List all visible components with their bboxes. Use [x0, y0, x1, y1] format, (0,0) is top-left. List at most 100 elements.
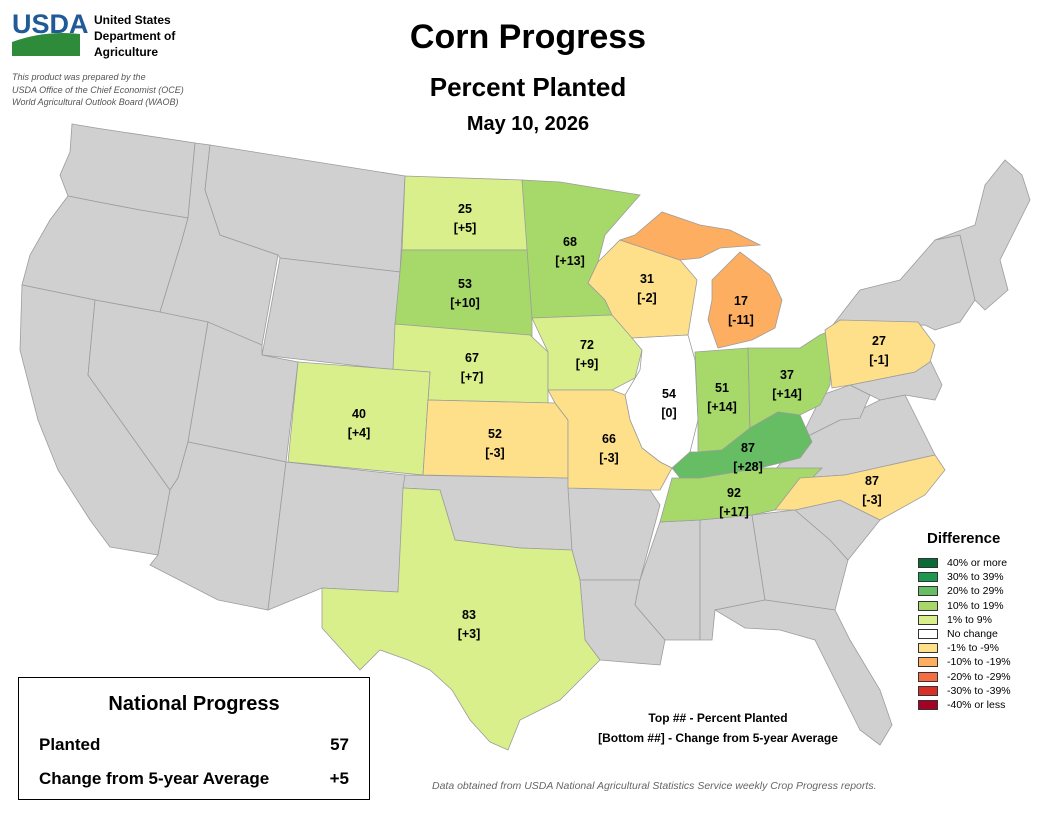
legend-item: No change [918, 627, 1048, 641]
state-change-value-mi: [-11] [728, 313, 754, 327]
state-planted-value-wi: 31 [640, 272, 654, 286]
state-pa [824, 319, 936, 389]
legend-item: 20% to 29% [918, 584, 1048, 598]
legend-label: 40% or more [947, 557, 1008, 570]
legend-item: -20% to -29% [918, 670, 1048, 684]
source-footnote: Data obtained from USDA National Agricul… [432, 780, 877, 792]
state-tx [321, 487, 601, 751]
key-note: Top ## - Percent Planted [Bottom ##] - C… [520, 708, 916, 748]
national-change-label: Change from 5-year Average [39, 769, 270, 788]
reporting-states [287, 175, 946, 751]
state-change-value-sd: [+10] [450, 296, 480, 310]
legend-swatch [918, 572, 938, 583]
legend-label: No change [947, 628, 998, 641]
legend-swatch [918, 643, 938, 654]
legend-label: -30% to -39% [947, 684, 1011, 697]
state-change-value-wi: [-2] [637, 291, 656, 305]
legend-label: 20% to 29% [947, 585, 1004, 598]
legend-swatch [918, 671, 938, 682]
state-change-value-nc: [-3] [862, 493, 881, 507]
legend-item: 40% or more [918, 556, 1048, 570]
legend-label: -40% or less [947, 698, 1006, 711]
legend-swatch [918, 614, 938, 625]
legend-label: -20% to -29% [947, 670, 1011, 683]
legend-item: 30% to 39% [918, 570, 1048, 584]
state-planted-value-nd: 25 [458, 202, 472, 216]
state-planted-value-ky: 87 [741, 441, 755, 455]
logo-swoosh-icon [12, 33, 80, 56]
legend-item: 1% to 9% [918, 613, 1048, 627]
state-wy [261, 257, 401, 371]
state-change-value-nd: [+5] [454, 221, 477, 235]
key-note-top: Top ## - Percent Planted [648, 711, 788, 725]
legend-item: 10% to 19% [918, 599, 1048, 613]
state-planted-value-pa: 27 [872, 334, 886, 348]
state-change-value-in: [+14] [707, 400, 737, 414]
state-labels: 25 [+5] 53 [+10] 68 [+13] 67 [+7] 72 [+9] 31 [-2] 17… [348, 202, 889, 641]
state-planted-value-tx: 83 [462, 608, 476, 622]
national-progress-box: National Progress Planted 57 Change from… [18, 677, 370, 800]
legend: Difference 40% or more 30% to 39% 20% to 2… [918, 530, 1048, 712]
agency-line: United States [94, 13, 171, 27]
prepared-note: This product was prepared by the USDA Of… [12, 71, 242, 109]
state-change-value-mo: [-3] [599, 451, 618, 465]
agency-name: United States Department of Agriculture [94, 12, 214, 60]
state-planted-value-tn: 92 [727, 486, 741, 500]
state-change-value-oh: [+14] [772, 387, 802, 401]
state-change-value-tx: [+3] [458, 627, 481, 641]
state-planted-value-il: 54 [662, 387, 676, 401]
national-planted-value: 57 [330, 735, 349, 754]
legend-swatch [918, 629, 938, 640]
state-planted-value-oh: 37 [780, 368, 794, 382]
legend-title: Difference [927, 530, 1001, 547]
legend-swatch [918, 685, 938, 696]
state-change-value-pa: [-1] [869, 353, 888, 367]
national-change-row: Change from 5-year Average +5 [39, 769, 349, 789]
legend-label: -1% to -9% [947, 642, 999, 655]
state-mi [618, 211, 783, 349]
legend-item: -10% to -19% [918, 655, 1048, 669]
state-planted-value-co: 40 [352, 407, 366, 421]
state-planted-value-mo: 66 [602, 432, 616, 446]
state-change-value-tn: [+17] [719, 505, 749, 519]
state-planted-value-ia: 72 [580, 338, 594, 352]
prepared-line: USDA Office of the Chief Economist (OCE) [12, 84, 184, 95]
prepared-line: This product was prepared by the [12, 72, 146, 82]
map-subtitle: Percent Planted [429, 72, 627, 102]
legend-label: 10% to 19% [947, 599, 1004, 612]
state-nc [774, 454, 946, 521]
legend-rows: 40% or more 30% to 39% 20% to 29% 10% to 19… [918, 556, 1048, 712]
state-change-value-ia: [+9] [576, 357, 599, 371]
state-change-value-ks: [-3] [485, 446, 504, 460]
state-planted-value-mi: 17 [734, 294, 748, 308]
state-change-value-mn: [+13] [555, 254, 585, 268]
map-title: Corn Progress [409, 18, 647, 56]
agency-line: Agriculture [94, 45, 159, 59]
state-planted-value-mn: 68 [563, 235, 577, 249]
legend-swatch [918, 558, 938, 569]
state-planted-value-nc: 87 [865, 474, 879, 488]
state-ny [831, 234, 976, 331]
state-planted-value-ks: 52 [488, 427, 502, 441]
state-change-value-ne: [+7] [461, 370, 484, 384]
agency-line: Department of [94, 29, 176, 43]
legend-label: 1% to 9% [947, 613, 992, 626]
prepared-line: World Agricultural Outlook Board (WAOB) [12, 97, 179, 107]
state-planted-value-sd: 53 [458, 277, 472, 291]
legend-swatch [918, 600, 938, 611]
state-fl [713, 599, 893, 746]
legend-swatch [918, 586, 938, 597]
state-planted-value-in: 51 [715, 381, 729, 395]
national-planted-label: Planted [39, 735, 101, 754]
legend-swatch [918, 657, 938, 668]
legend-swatch [918, 699, 938, 710]
legend-item: -40% or less [918, 698, 1048, 712]
legend-item: -1% to -9% [918, 641, 1048, 655]
legend-label: 30% to 39% [947, 571, 1004, 584]
national-planted-row: Planted 57 [39, 735, 349, 755]
state-change-value-ky: [+28] [733, 460, 763, 474]
legend-label: -10% to -19% [947, 656, 1011, 669]
state-change-value-co: [+4] [348, 426, 371, 440]
non-reporting-states [19, 123, 1031, 746]
